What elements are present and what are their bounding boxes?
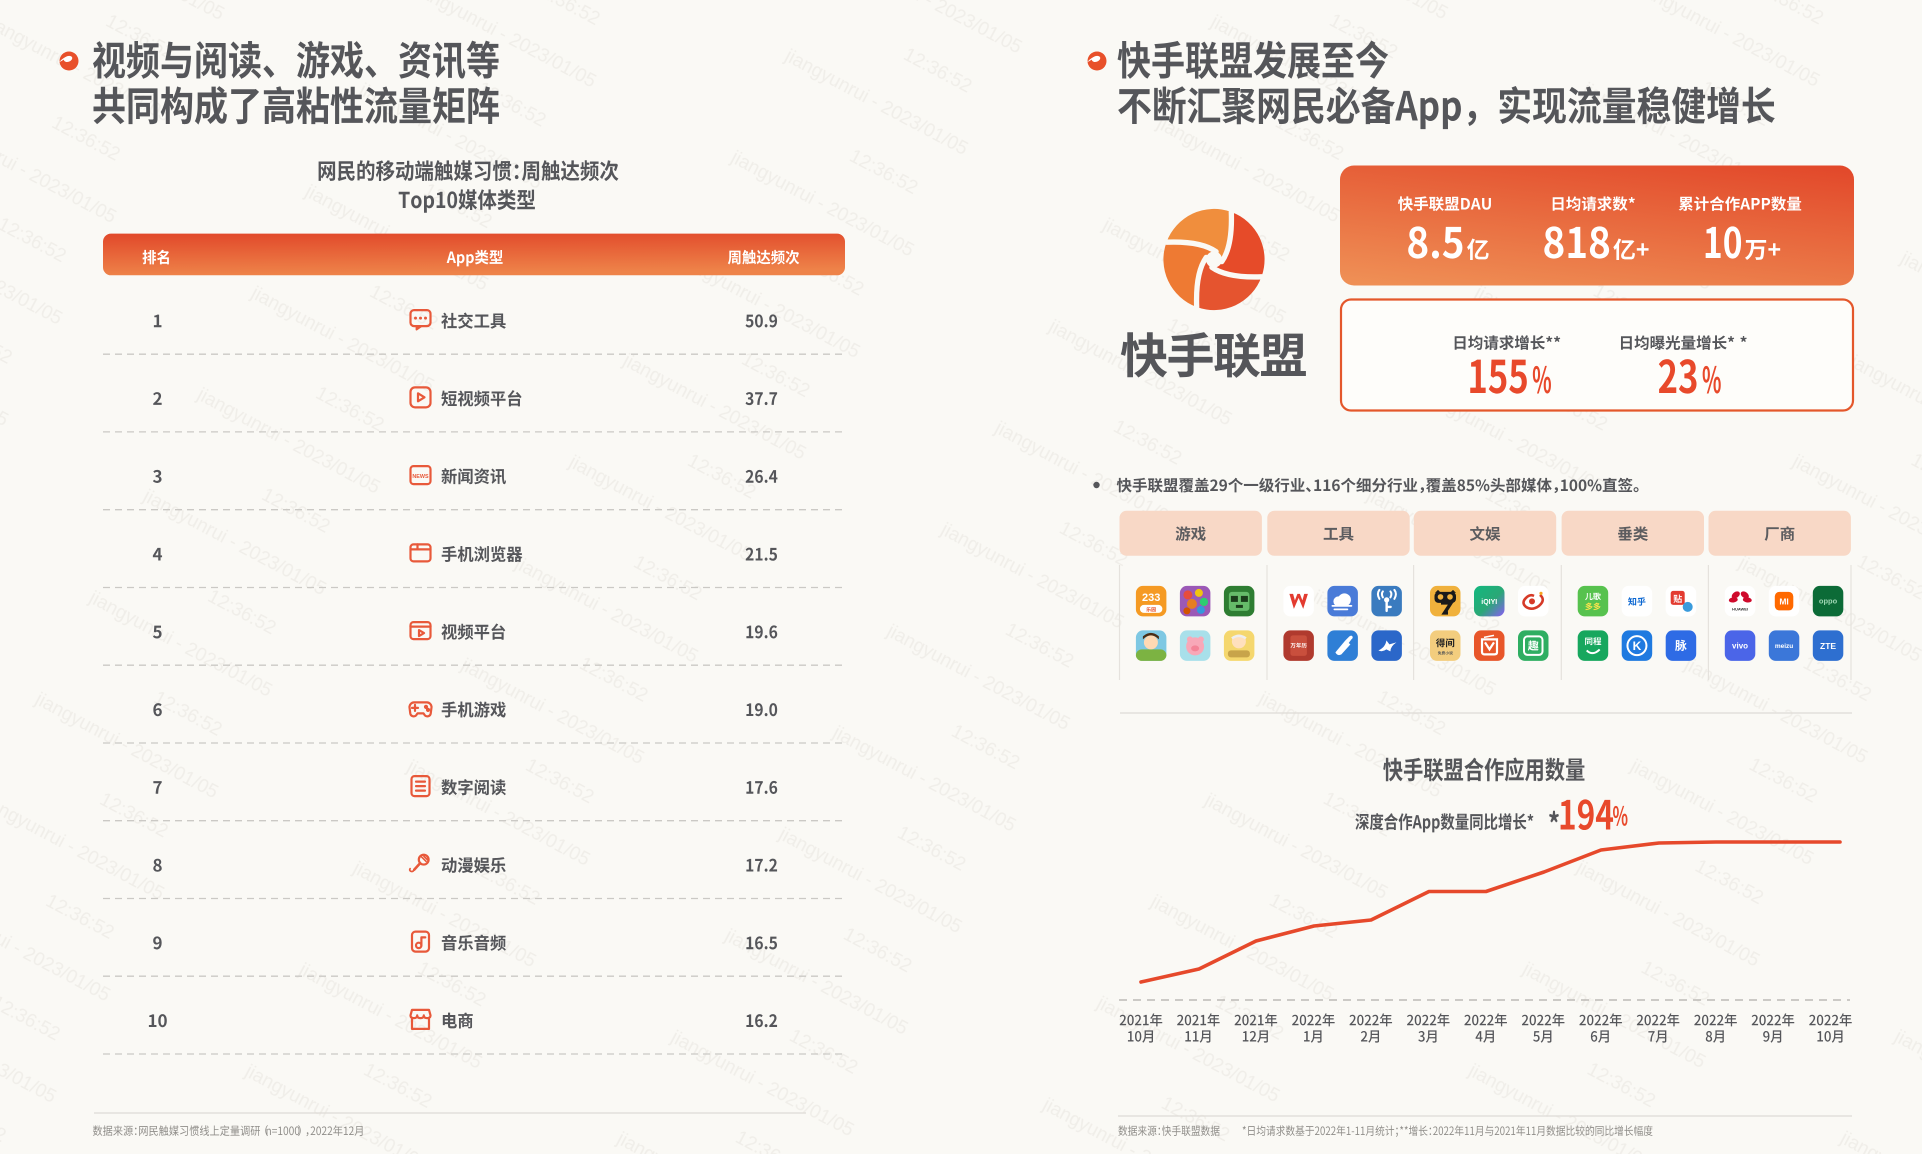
- svg-text:vivo: vivo: [1732, 641, 1748, 650]
- svg-text:iQIYI: iQIYI: [1481, 599, 1497, 606]
- svg-text:MI: MI: [1779, 596, 1788, 606]
- svg-text:oppo: oppo: [1819, 596, 1838, 605]
- svg-text:ZTE: ZTE: [1820, 641, 1836, 651]
- svg-text:233: 233: [1142, 592, 1160, 604]
- svg-text:meizu: meizu: [1775, 643, 1793, 650]
- svg-text:K: K: [1633, 639, 1642, 653]
- svg-text:HUAWEI: HUAWEI: [1732, 606, 1748, 611]
- svg-text:NEWS: NEWS: [412, 474, 429, 480]
